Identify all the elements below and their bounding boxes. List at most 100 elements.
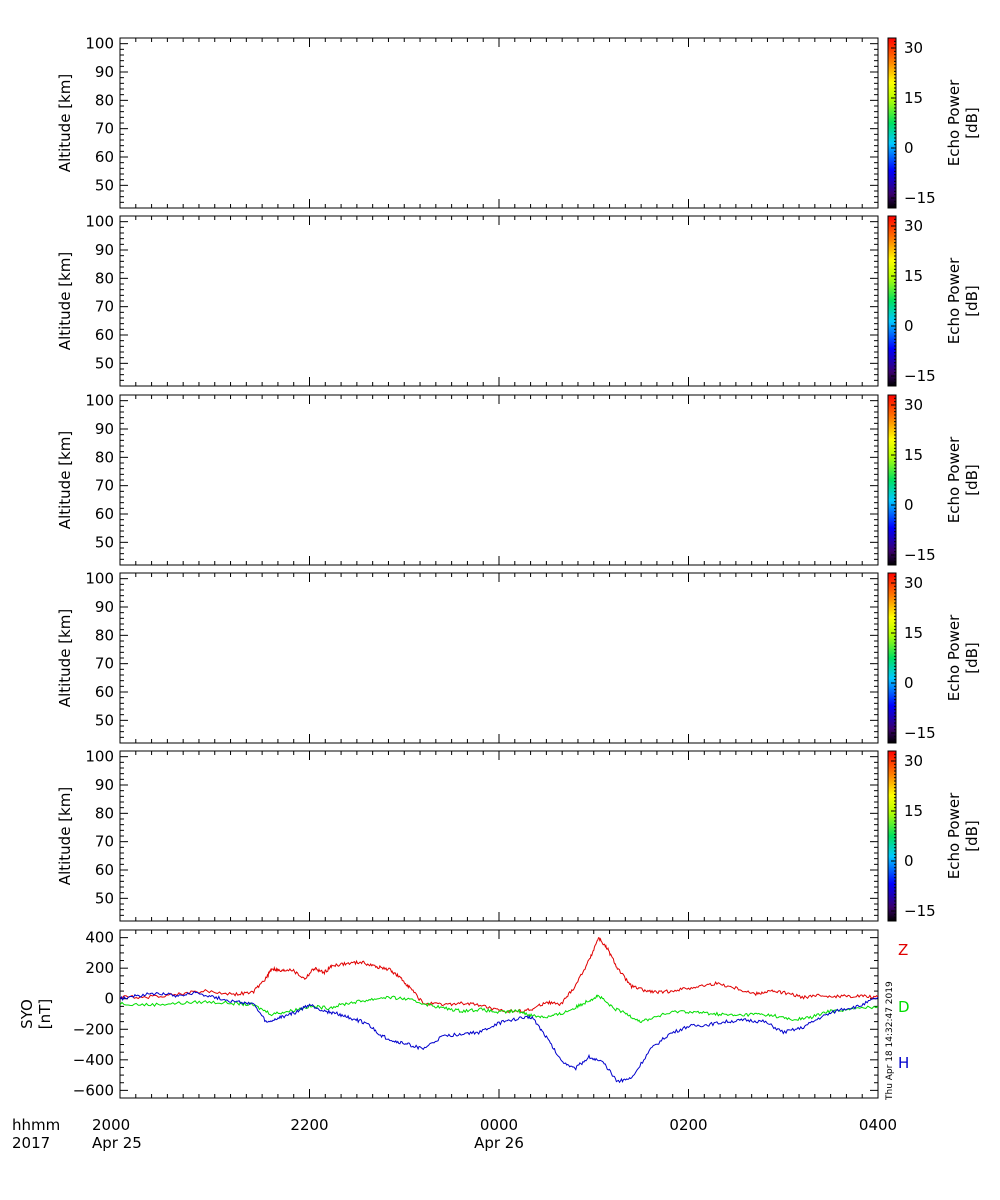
- colorbar-tick-label: 30: [904, 574, 923, 592]
- y-tick-label: 60: [95, 326, 114, 344]
- y-tick-label: 100: [85, 748, 114, 766]
- x-axis-row-label: hhmm: [12, 1116, 60, 1134]
- y-tick-label: 80: [95, 804, 114, 822]
- y-tick-label: 100: [85, 35, 114, 53]
- x-date-label: Apr 25: [92, 1134, 142, 1152]
- y-tick-label: 60: [95, 505, 114, 523]
- y-axis-title: Altitude [km]: [56, 609, 74, 707]
- y-tick-label: 70: [95, 120, 114, 138]
- panel-frame: [119, 750, 879, 922]
- y-tick-label: 70: [95, 655, 114, 673]
- y-tick-label: 50: [95, 889, 114, 907]
- panel-frame: [119, 929, 879, 1099]
- y-tick-label: 100: [85, 570, 114, 588]
- y-axis-title: SYO: [18, 999, 36, 1029]
- y-tick-label: 70: [95, 833, 114, 851]
- panel-frame: [119, 215, 879, 387]
- series-line-H: [120, 990, 878, 1084]
- panel-2: 50 60 70 80 90 100 Altitude [km] 30 15 0 −15 Echo P…: [56, 213, 981, 387]
- colorbar-tick-label: 0: [904, 139, 914, 157]
- colorbar: 30 15 0 −15 Echo Power [dB]: [887, 37, 981, 209]
- panel-frame: [119, 37, 879, 209]
- colorbar-tick-label: 0: [904, 496, 914, 514]
- y-axis-title: Altitude [km]: [56, 252, 74, 350]
- panel-frame: [119, 394, 879, 566]
- y-tick-label: −600: [73, 1081, 114, 1099]
- y-tick-label: 0: [104, 990, 114, 1008]
- y-tick-label: 80: [95, 626, 114, 644]
- y-tick-label: 80: [95, 91, 114, 109]
- y-tick-label: 90: [95, 420, 114, 438]
- y-tick-label: 100: [85, 392, 114, 410]
- y-tick-label: 200: [85, 959, 114, 977]
- y-tick-label: 90: [95, 776, 114, 794]
- colorbar-gradient: [887, 750, 897, 922]
- y-axis-title: Altitude [km]: [56, 787, 74, 885]
- y-tick-label: 100: [85, 213, 114, 231]
- colorbar-tick-label: 30: [904, 752, 923, 770]
- colorbar-tick-label: −15: [904, 724, 936, 742]
- colorbar-tick-label: 15: [904, 624, 923, 642]
- colorbar-tick-label: 15: [904, 267, 923, 285]
- x-tick-label: 2200: [290, 1116, 328, 1134]
- panel-1: 50 60 70 80 90 100 Altitude [km] 30 15 0 −15 Echo P…: [56, 35, 981, 209]
- x-tick-label: 2000: [92, 1116, 130, 1134]
- legend-label-H: H: [898, 1054, 909, 1072]
- colorbar-title: Echo Power: [945, 79, 963, 166]
- legend-label-Z: Z: [898, 941, 908, 959]
- colorbar-tick-label: −15: [904, 902, 936, 920]
- colorbar: 30 15 0 −15 Echo Power [dB]: [887, 215, 981, 387]
- y-tick-label: 50: [95, 711, 114, 729]
- colorbar-tick-label: 0: [904, 674, 914, 692]
- y-tick-label: 60: [95, 148, 114, 166]
- y-tick-label: 50: [95, 533, 114, 551]
- colorbar-unit: [dB]: [963, 464, 981, 496]
- y-tick-label: 90: [95, 241, 114, 259]
- colorbar-title: Echo Power: [945, 436, 963, 523]
- colorbar-tick-label: −15: [904, 546, 936, 564]
- colorbar-gradient: [887, 37, 897, 209]
- panel-6: 400 200 0 −200 −400 −600 SYO [nT] Z D H: [18, 929, 910, 1100]
- colorbar-unit: [dB]: [963, 642, 981, 674]
- y-tick-label: 80: [95, 448, 114, 466]
- y-axis-unit: [nT]: [36, 999, 54, 1029]
- y-axis-title: Altitude [km]: [56, 74, 74, 172]
- colorbar: 30 15 0 −15 Echo Power [dB]: [887, 394, 981, 566]
- y-tick-label: 90: [95, 63, 114, 81]
- timestamp-label: Thu Apr 18 14:32:47 2019: [885, 981, 895, 1101]
- y-tick-label: 70: [95, 298, 114, 316]
- colorbar-tick-label: 30: [904, 39, 923, 57]
- y-tick-label: −400: [73, 1051, 114, 1069]
- colorbar-gradient: [887, 572, 897, 744]
- colorbar-unit: [dB]: [963, 820, 981, 852]
- colorbar-tick-label: −15: [904, 367, 936, 385]
- series-line-Z: [120, 937, 878, 1014]
- panel-5: 50 60 70 80 90 100 Altitude [km] 30 15 0 −15 Echo P…: [56, 748, 981, 922]
- colorbar-gradient: [887, 215, 897, 387]
- y-tick-label: −200: [73, 1020, 114, 1038]
- x-tick-label: 0000: [480, 1116, 518, 1134]
- colorbar-unit: [dB]: [963, 285, 981, 317]
- colorbar: 30 15 0 −15 Echo Power [dB]: [887, 750, 981, 922]
- x-tick-label: 0400: [859, 1116, 897, 1134]
- y-tick-label: 90: [95, 598, 114, 616]
- colorbar-tick-label: 30: [904, 217, 923, 235]
- colorbar-unit: [dB]: [963, 107, 981, 139]
- colorbar-tick-label: 0: [904, 852, 914, 870]
- x-tick-label: 0200: [669, 1116, 707, 1134]
- colorbar-title: Echo Power: [945, 792, 963, 879]
- x-axis-year-label: 2017: [12, 1134, 50, 1152]
- colorbar-title: Echo Power: [945, 614, 963, 701]
- colorbar-tick-label: 15: [904, 89, 923, 107]
- colorbar-tick-label: 15: [904, 446, 923, 464]
- y-tick-label: 50: [95, 176, 114, 194]
- panel-3: 50 60 70 80 90 100 Altitude [km] 30 15 0 −15 Echo P…: [56, 392, 981, 566]
- colorbar-tick-label: 0: [904, 317, 914, 335]
- y-tick-label: 50: [95, 354, 114, 372]
- colorbar-tick-label: −15: [904, 189, 936, 207]
- y-tick-label: 400: [85, 929, 114, 947]
- y-tick-label: 70: [95, 477, 114, 495]
- y-tick-label: 80: [95, 269, 114, 287]
